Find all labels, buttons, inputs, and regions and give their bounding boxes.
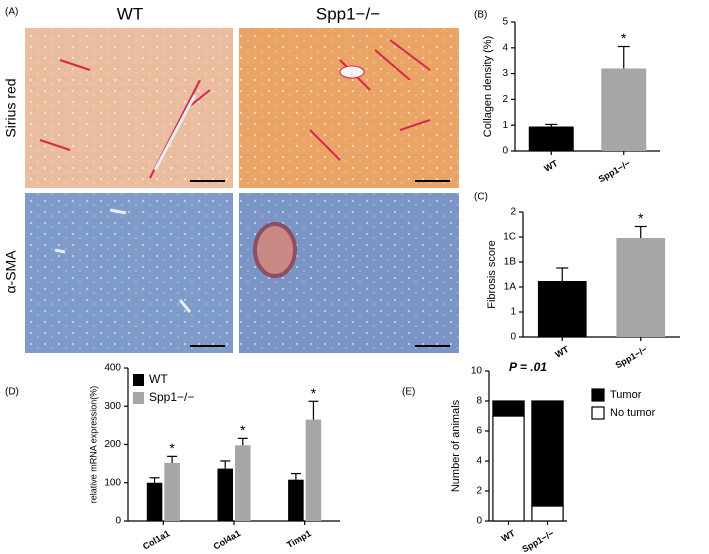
y-tick-label: 2: [476, 486, 482, 497]
bar: [288, 479, 304, 521]
bar-segment: [492, 415, 525, 522]
column-label: Spp1−/−: [316, 4, 380, 23]
y-tick-label: 400: [104, 363, 121, 374]
significance: *: [240, 422, 246, 438]
y-tick-label: 1C: [503, 232, 516, 243]
legend-swatch: [591, 388, 605, 402]
legend-label: Spp1−/−: [149, 390, 194, 404]
y-tick-label: 10: [471, 366, 483, 377]
bar: [164, 462, 180, 521]
row-label: α-SMA: [3, 250, 19, 294]
vessel: [253, 222, 297, 278]
x-tick-label: Spp1−/−: [520, 528, 555, 554]
y-tick-label: 3: [502, 68, 508, 79]
micrographs: [25, 28, 459, 353]
y-tick-label: 300: [104, 401, 121, 412]
vessel: [39, 59, 211, 179]
significance: *: [638, 210, 644, 226]
y-tick-label: 100: [104, 477, 121, 488]
panel-label: (D): [5, 387, 19, 398]
significance: *: [311, 385, 317, 401]
bar: [146, 482, 163, 521]
bar: [305, 419, 322, 521]
panel-label: (B): [474, 10, 487, 21]
legend-swatch: [133, 392, 144, 404]
y-tick-label: 0: [510, 332, 516, 343]
y-tick-label: 2: [510, 207, 516, 218]
x-tick-label: WT: [500, 528, 518, 544]
legend-swatch: [133, 374, 144, 386]
texture: [25, 193, 233, 353]
y-tick-label: 0: [502, 146, 508, 157]
y-tick-label: 4: [476, 456, 482, 467]
bar: [217, 468, 233, 521]
x-tick-label: Spp1−/−: [614, 344, 649, 370]
y-tick-label: 1: [502, 120, 508, 131]
texture: [239, 28, 459, 188]
x-tick-label: Col4a1: [212, 528, 243, 551]
y-tick-label: 1A: [504, 282, 517, 293]
chart-title: P = .01: [509, 360, 547, 374]
y-tick-label: 200: [104, 439, 121, 450]
y-tick-label: 5: [502, 17, 508, 28]
y-tick-label: 0: [115, 516, 121, 527]
y-tick-label: 1: [510, 307, 516, 318]
bar: [235, 445, 251, 521]
legend-label: Tumor: [610, 389, 642, 401]
bar-segment: [531, 400, 564, 507]
x-tick-label: Spp1−/−: [597, 158, 632, 184]
x-tick-label: WT: [553, 344, 571, 360]
panel-label: (E): [402, 387, 415, 398]
texture: [25, 28, 233, 188]
x-tick-label: Timp1: [285, 528, 313, 550]
legend-swatch: [591, 406, 605, 420]
x-tick-label: Col1a1: [141, 528, 172, 551]
x-tick-label: WT: [542, 158, 560, 174]
row-label: Sirius red: [3, 78, 19, 137]
bar: [616, 238, 666, 337]
bar-segment: [492, 400, 525, 417]
y-tick-label: 2: [502, 94, 508, 105]
bar: [537, 281, 587, 337]
panel-label: (C): [474, 192, 488, 203]
y-tick-label: 8: [476, 396, 482, 407]
legend-label: No tumor: [610, 407, 656, 419]
bar: [528, 126, 574, 151]
y-axis-label: Collagen density (%): [482, 36, 494, 138]
y-axis-label: Fibrosis score: [486, 240, 498, 308]
y-tick-label: 4: [502, 42, 508, 53]
significance: *: [621, 30, 627, 46]
panel-label: (A): [5, 7, 18, 18]
y-tick-label: 1B: [504, 257, 517, 268]
vessel-lumen: [153, 94, 197, 171]
y-tick-label: 0: [476, 516, 482, 527]
legend-label: WT: [149, 372, 168, 386]
y-tick-label: 6: [476, 426, 482, 437]
y-axis-label: relative mRNA expression(%): [88, 386, 98, 504]
vessel: [54, 208, 192, 313]
bar-segment: [531, 505, 564, 522]
significance: *: [169, 440, 175, 456]
vessel-lumen: [339, 65, 365, 79]
y-axis-label: Number of animals: [450, 399, 462, 492]
column-label: WT: [117, 4, 143, 23]
bar: [601, 68, 647, 151]
